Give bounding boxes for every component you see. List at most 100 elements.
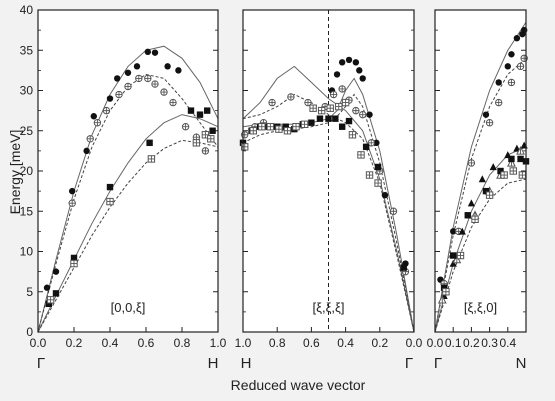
point-crossed-square bbox=[147, 155, 156, 163]
point-crossed-circle-cross bbox=[103, 107, 110, 114]
point-crossed-circle-cross bbox=[304, 99, 312, 106]
point-filled-square bbox=[345, 117, 353, 125]
point-crossed-circle bbox=[181, 123, 190, 131]
point-crossed-circle-cross bbox=[390, 208, 397, 215]
point-crossed-circle bbox=[169, 98, 177, 107]
series-filled-circle bbox=[328, 56, 409, 267]
point-filled-circle bbox=[508, 51, 515, 58]
panels-group: 0 5 10 15 20 25 30 35 40 0.0 0.2 0.4 0.6 0.8 1.0 [0,0,ξ… bbox=[20, 3, 530, 372]
x-tick-label: 0.0 bbox=[30, 336, 47, 350]
point-crossed-square bbox=[518, 171, 527, 179]
panel-direction-label: [ξ,ξ,0] bbox=[464, 300, 497, 315]
point-crossed-square bbox=[456, 251, 465, 260]
x-tick-label: 0.1 bbox=[445, 336, 462, 350]
point-crossed-circle-cross bbox=[87, 135, 94, 142]
point-crossed-square bbox=[275, 125, 283, 133]
point-filled-square bbox=[45, 300, 52, 308]
point-crossed-circle bbox=[115, 90, 123, 99]
series-crossed-square bbox=[241, 98, 382, 187]
point-filled-circle bbox=[345, 56, 353, 64]
point-crossed-square bbox=[192, 139, 201, 147]
x-tick-label: 0.2 bbox=[371, 336, 388, 350]
point-crossed-square bbox=[300, 120, 309, 129]
point-crossed-circle-cross bbox=[352, 107, 360, 114]
point-crossed-square-cross bbox=[258, 123, 266, 130]
panel-direction-label: [0,0,ξ] bbox=[111, 300, 146, 315]
point-crossed-circle bbox=[124, 82, 132, 91]
curve-2-dashed bbox=[242, 93, 415, 333]
point-filled-square bbox=[517, 155, 524, 163]
point-crossed-circle-cross bbox=[268, 99, 276, 106]
point-crossed-circle-cross bbox=[508, 79, 515, 86]
point-filled-square bbox=[106, 183, 114, 191]
point-crossed-square bbox=[357, 151, 365, 159]
point-filled-square bbox=[497, 167, 504, 175]
point-filled-square bbox=[282, 123, 289, 130]
point-crossed-square-cross bbox=[267, 123, 274, 130]
point-filled-circle bbox=[151, 49, 159, 56]
point-filled-square bbox=[196, 111, 204, 118]
point-crossed-square bbox=[258, 123, 266, 131]
point-filled-square bbox=[308, 119, 315, 126]
point-filled-circle bbox=[338, 59, 346, 66]
point-crossed-circle bbox=[102, 106, 111, 115]
point-crossed-circle bbox=[495, 98, 503, 107]
symmetry-point-label: N bbox=[516, 355, 527, 372]
point-filled-circle bbox=[381, 191, 389, 199]
point-filled-triangle bbox=[467, 199, 475, 207]
point-crossed-circle bbox=[304, 98, 312, 107]
point-filled-circle bbox=[504, 63, 511, 70]
point-crossed-circle bbox=[68, 199, 76, 207]
point-crossed-square bbox=[309, 104, 317, 112]
point-crossed-square-cross bbox=[106, 198, 114, 205]
point-crossed-square bbox=[442, 288, 450, 296]
point-crossed-circle bbox=[93, 119, 102, 127]
point-crossed-circle bbox=[160, 88, 168, 96]
point-crossed-square bbox=[348, 131, 357, 139]
series-filled-square bbox=[45, 107, 216, 308]
x-tick-label: 0.6 bbox=[303, 336, 320, 350]
point-filled-square bbox=[374, 163, 382, 171]
point-filled-square bbox=[464, 212, 471, 219]
x-tick-label: 1.0 bbox=[235, 336, 252, 350]
y-tick-label: 20 bbox=[20, 164, 34, 178]
point-crossed-circle-cross bbox=[202, 147, 209, 155]
point-crossed-circle-cross bbox=[124, 83, 132, 90]
panel-direction-label: [ξ,ξ,ξ] bbox=[313, 300, 345, 315]
point-crossed-square-cross bbox=[301, 121, 308, 128]
x-tick-label: 0.4 bbox=[499, 336, 516, 350]
x-tick-label: 0.2 bbox=[463, 336, 480, 350]
point-crossed-circle-cross bbox=[151, 80, 159, 88]
y-tick-label: 30 bbox=[20, 84, 34, 98]
point-filled-circle bbox=[69, 187, 76, 195]
point-crossed-square-cross bbox=[510, 167, 517, 175]
curve-3-solid bbox=[37, 114, 219, 333]
point-filled-circle bbox=[90, 113, 98, 120]
point-crossed-square bbox=[46, 296, 55, 304]
y-tick-label: 5 bbox=[26, 285, 33, 299]
point-crossed-circle bbox=[151, 80, 159, 88]
point-crossed-circle-cross bbox=[135, 75, 142, 82]
point-filled-square bbox=[338, 123, 346, 130]
point-crossed-square-cross bbox=[275, 125, 283, 133]
point-filled-circle bbox=[83, 147, 90, 155]
symmetry-point-label: Γ bbox=[434, 355, 442, 372]
point-crossed-square bbox=[283, 127, 292, 135]
point-crossed-square bbox=[509, 167, 517, 175]
point-crossed-square-cross bbox=[500, 171, 508, 179]
point-crossed-circle bbox=[338, 85, 346, 93]
point-crossed-square-cross bbox=[193, 139, 200, 147]
point-filled-circle bbox=[333, 71, 341, 78]
point-filled-square bbox=[146, 139, 153, 147]
point-crossed-square bbox=[70, 259, 78, 268]
point-filled-square bbox=[70, 254, 78, 262]
point-filled-circle bbox=[144, 48, 151, 56]
point-filled-circle bbox=[366, 111, 373, 118]
point-crossed-square-cross bbox=[374, 179, 382, 187]
y-tick-label: 15 bbox=[20, 204, 34, 218]
plot-frame bbox=[242, 9, 415, 333]
point-crossed-circle-cross bbox=[160, 88, 168, 96]
plot-frame bbox=[37, 9, 219, 333]
point-crossed-square bbox=[335, 102, 343, 111]
